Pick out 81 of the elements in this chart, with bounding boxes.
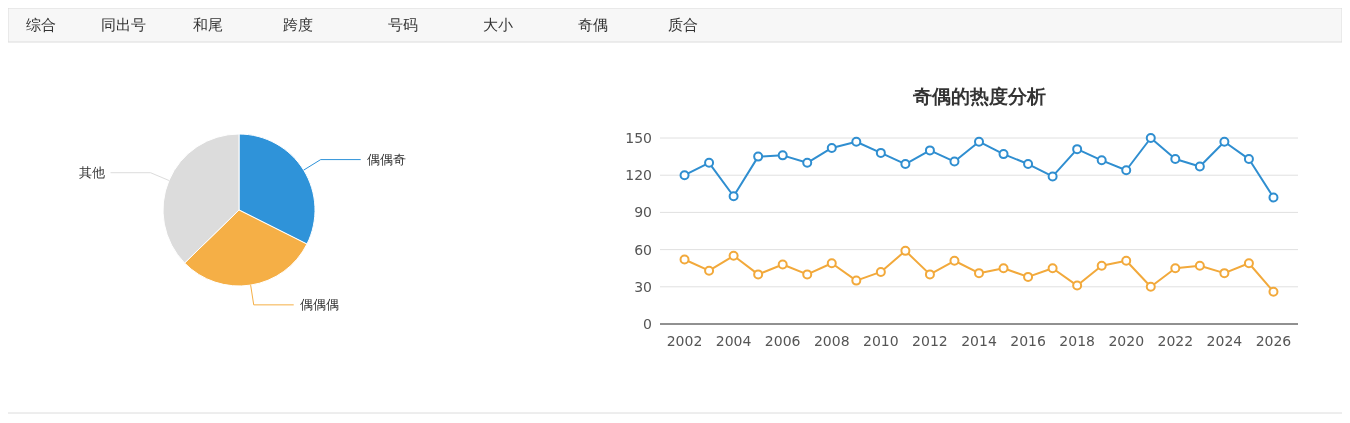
point [753,151,764,162]
slice-label: 偶偶偶 [299,296,339,312]
point [924,145,935,156]
point [1194,161,1205,172]
point [875,147,886,158]
point [1268,286,1279,297]
x-tick-label: 2024 [1206,333,1243,349]
point [1268,192,1279,203]
x-tick-label: 2010 [863,333,899,349]
point [777,259,788,270]
x-tick-label: 2014 [961,333,997,349]
point [1047,263,1058,274]
text: 跨度 [283,16,313,34]
slice-label: 其他 [78,164,105,180]
chart-title: 奇偶的热度分析 [911,85,1046,107]
text: 奇偶 [578,16,608,34]
point [900,159,911,170]
point [1023,159,1034,170]
point [802,269,813,280]
text: 大小 [483,16,513,34]
text: 质合 [668,16,698,34]
y-tick-label: 90 [634,204,652,221]
x-tick-label: 2012 [912,333,948,349]
point [998,263,1009,274]
point [1023,271,1034,282]
text: 综合 [25,16,56,34]
point [679,170,690,181]
x-tick-label: 2004 [715,333,752,349]
point [1170,154,1181,165]
y-tick-label: 150 [625,130,652,146]
text: 和尾 [193,16,223,34]
point [924,269,935,280]
point [851,136,862,147]
point [1145,281,1156,292]
point [1243,154,1254,165]
point [728,191,739,202]
point [1219,268,1230,279]
x-tick-label: 2002 [666,333,703,349]
point [900,245,911,256]
point [1072,144,1083,155]
point [1121,255,1132,266]
x-tick-label: 2006 [764,333,801,349]
y-tick-label: 60 [634,241,652,258]
point [949,156,960,167]
text: 号码 [388,16,418,34]
point [1170,263,1181,274]
slice-label: 偶偶奇 [366,151,406,167]
point [1145,133,1156,143]
point [704,157,715,168]
point [826,258,837,269]
y-tick-label: 120 [625,167,652,184]
text: 同出号 [100,16,146,34]
point [974,136,984,147]
point [1096,155,1107,166]
point [1096,260,1107,271]
point [1194,260,1205,271]
point [949,255,960,266]
point [777,150,788,161]
x-tick-label: 2026 [1255,333,1292,349]
point [704,265,715,276]
point [1047,171,1058,182]
y-tick-label: 30 [634,278,652,295]
point [826,142,837,153]
point [1219,136,1230,147]
x-tick-label: 2008 [813,333,850,349]
point [728,250,739,261]
point [802,157,813,168]
point [1072,280,1083,291]
x-tick-label: 2020 [1108,333,1145,349]
point [679,254,690,265]
x-tick-label: 2018 [1059,333,1095,349]
point [1243,258,1254,269]
point [753,269,764,280]
point [998,149,1009,160]
point [974,268,984,279]
x-tick-label: 2016 [1010,333,1046,349]
y-tick-label: 0 [643,316,652,332]
x-tick-label: 2022 [1157,333,1194,349]
point [875,266,886,277]
point [851,275,862,286]
point [1121,165,1132,176]
